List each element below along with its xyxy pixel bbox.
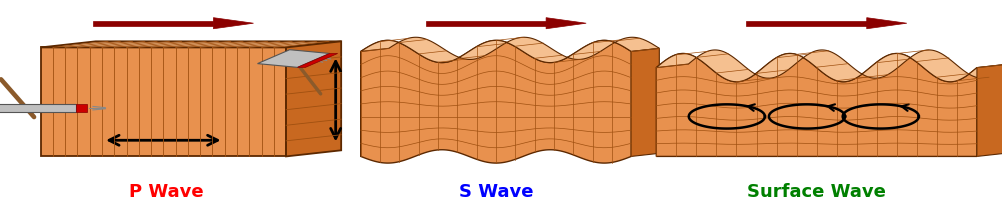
Polygon shape: [258, 50, 330, 68]
Polygon shape: [298, 54, 338, 68]
Polygon shape: [361, 41, 631, 163]
Polygon shape: [361, 38, 659, 63]
Polygon shape: [41, 48, 286, 157]
Polygon shape: [76, 105, 87, 113]
Text: P Wave: P Wave: [129, 182, 203, 200]
Text: S Wave: S Wave: [459, 182, 533, 200]
Polygon shape: [867, 19, 907, 30]
Polygon shape: [656, 51, 1002, 82]
Polygon shape: [656, 54, 977, 157]
Polygon shape: [41, 42, 341, 48]
Text: Surface Wave: Surface Wave: [747, 182, 886, 200]
Polygon shape: [93, 22, 213, 27]
Polygon shape: [0, 105, 76, 113]
Polygon shape: [977, 65, 1002, 157]
Polygon shape: [546, 19, 586, 30]
Polygon shape: [426, 22, 546, 27]
Polygon shape: [213, 19, 254, 30]
Polygon shape: [631, 49, 659, 157]
Polygon shape: [746, 22, 867, 27]
Polygon shape: [286, 42, 341, 157]
